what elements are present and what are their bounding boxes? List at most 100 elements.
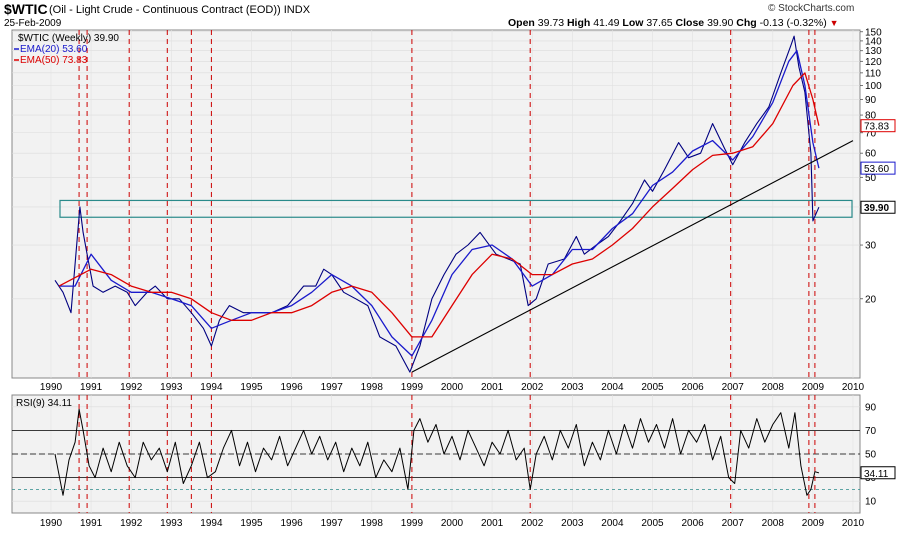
event-markers bbox=[78, 30, 816, 513]
symbol-description: (Oil - Light Crude - Continuous Contract… bbox=[49, 4, 310, 16]
price-tick-label: 20 bbox=[865, 294, 877, 305]
x-tick-label-bottom: 1998 bbox=[361, 518, 384, 529]
x-tick-label-bottom: 1999 bbox=[401, 518, 424, 529]
x-tick-label-bottom: 2007 bbox=[722, 518, 745, 529]
legend-ema20: EMA(20) 53.60 bbox=[20, 44, 88, 55]
symbol-title: $WTIC bbox=[4, 1, 48, 17]
rsi-badge-text: 34.11 bbox=[864, 469, 889, 480]
x-tick-label-top: 2009 bbox=[802, 382, 825, 393]
ema20-badge: 53.60 bbox=[860, 161, 896, 175]
price-tick-label: 150 bbox=[865, 27, 882, 38]
rsi-tick-label: 70 bbox=[865, 426, 877, 437]
x-tick-label-top: 1993 bbox=[160, 382, 183, 393]
x-tick-label-bottom: 1995 bbox=[240, 518, 263, 529]
x-tick-label-bottom: 2000 bbox=[441, 518, 464, 529]
x-tick-label-top: 2008 bbox=[762, 382, 785, 393]
price-tick-label: 90 bbox=[865, 95, 877, 106]
x-tick-label-bottom: 1990 bbox=[40, 518, 63, 529]
rsi-lines bbox=[54, 408, 820, 496]
ema20-badge-text: 53.60 bbox=[864, 164, 889, 175]
price-tick-label: 140 bbox=[865, 36, 882, 47]
low-value: 37.65 bbox=[646, 17, 673, 29]
x-axis-bottom: 1990 1991 1992 1993 1994 1995 1996 1997 1998 1999… bbox=[40, 518, 865, 529]
x-tick-label-bottom: 1994 bbox=[200, 518, 223, 529]
trendline bbox=[411, 140, 854, 373]
ohlc-summary: Open 39.73 High 41.49 Low 37.65 Close 39… bbox=[508, 17, 839, 29]
price-tick-label: 120 bbox=[865, 57, 882, 68]
high-label: High bbox=[566, 17, 591, 29]
x-tick-label-top: 2004 bbox=[601, 382, 624, 393]
legend-ema50: EMA(50) 73.83 bbox=[20, 55, 88, 66]
x-tick-label-bottom: 1992 bbox=[120, 518, 143, 529]
high-value: 41.49 bbox=[593, 17, 620, 29]
x-tick-label-bottom: 2009 bbox=[802, 518, 825, 529]
x-tick-label-top: 1990 bbox=[40, 382, 63, 393]
x-tick-label-bottom: 2010 bbox=[842, 518, 865, 529]
x-axis-top: 1990 1991 1992 1993 1994 1995 1996 1997 1998 1999… bbox=[40, 382, 865, 393]
x-tick-label-top: 1992 bbox=[120, 382, 143, 393]
x-tick-label-top: 2010 bbox=[842, 382, 865, 393]
x-tick-label-bottom: 2005 bbox=[641, 518, 664, 529]
price-legend: $WTIC (Weekly) 39.90 EMA(20) 53.60 EMA(5… bbox=[14, 33, 119, 66]
legend-price: $WTIC (Weekly) 39.90 bbox=[18, 33, 119, 44]
x-tick-label-bottom: 1993 bbox=[160, 518, 183, 529]
rsi-line bbox=[54, 408, 820, 496]
price-tick-label: 100 bbox=[865, 81, 882, 92]
price-tick-label: 80 bbox=[865, 111, 877, 122]
x-tick-label-bottom: 2002 bbox=[521, 518, 544, 529]
x-tick-label-top: 2000 bbox=[441, 382, 464, 393]
x-tick-label-bottom: 1997 bbox=[321, 518, 344, 529]
x-tick-label-top: 1998 bbox=[361, 382, 384, 393]
brand-watermark: © StockCharts.com bbox=[768, 3, 855, 14]
price-tick-label: 30 bbox=[865, 241, 877, 252]
rsi-tick-label: 50 bbox=[865, 450, 877, 461]
x-tick-label-bottom: 2004 bbox=[601, 518, 624, 529]
ema50-badge: 73.83 bbox=[860, 119, 896, 133]
price-tick-label: 70 bbox=[865, 128, 877, 139]
x-tick-label-top: 2002 bbox=[521, 382, 544, 393]
close-value: 39.90 bbox=[707, 17, 734, 29]
close-badge: 39.90 bbox=[860, 200, 896, 214]
x-tick-label-top: 1996 bbox=[280, 382, 303, 393]
x-tick-label-bottom: 2001 bbox=[481, 518, 504, 529]
support-resistance-zone bbox=[59, 199, 853, 218]
x-tick-label-bottom: 2008 bbox=[762, 518, 785, 529]
close-badge-text: 39.90 bbox=[864, 203, 889, 214]
value-badges: 73.83 53.60 39.90 34.11 bbox=[860, 119, 896, 480]
ema50-badge-text: 73.83 bbox=[864, 122, 889, 133]
legend-rsi: RSI(9) 34.11 bbox=[16, 398, 72, 409]
price-zone bbox=[59, 199, 853, 218]
low-label: Low bbox=[622, 17, 644, 29]
x-tick-label-top: 2003 bbox=[561, 382, 584, 393]
price-tick-label: 60 bbox=[865, 149, 877, 160]
price-panel bbox=[11, 29, 861, 379]
price-tick-label: 110 bbox=[865, 68, 881, 79]
x-tick-label-top: 2001 bbox=[481, 382, 504, 393]
rsi-badge: 34.11 bbox=[860, 466, 896, 480]
ema50-badge-box bbox=[860, 119, 896, 133]
rsi-tick-label: 10 bbox=[865, 497, 877, 508]
close-label: Close bbox=[675, 17, 705, 29]
rsi-tick-label: 90 bbox=[865, 402, 877, 413]
x-tick-label-top: 2007 bbox=[722, 382, 745, 393]
ema20-badge-box bbox=[860, 161, 896, 175]
price-grid bbox=[12, 30, 860, 378]
down-arrow-icon: ▼ bbox=[829, 18, 839, 28]
ema50-line bbox=[58, 72, 820, 338]
x-tick-label-top: 1994 bbox=[200, 382, 223, 393]
x-tick-label-bottom: 2003 bbox=[561, 518, 584, 529]
x-tick-label-bottom: 1996 bbox=[280, 518, 303, 529]
price-lines bbox=[54, 35, 854, 373]
chg-value: -0.13 (-0.32%) bbox=[759, 17, 827, 29]
rsi-badge-box bbox=[860, 466, 896, 480]
description-text: (Oil - Light Crude - Continuous Contract… bbox=[49, 4, 281, 16]
x-tick-label-bottom: 2006 bbox=[681, 518, 704, 529]
x-tick-label-top: 1999 bbox=[401, 382, 424, 393]
price-line bbox=[54, 35, 820, 373]
x-tick-label-top: 2005 bbox=[641, 382, 664, 393]
chg-label: Chg bbox=[736, 17, 757, 29]
x-tick-label-top: 1995 bbox=[240, 382, 263, 393]
price-tick-label: 130 bbox=[865, 46, 882, 57]
rsi-axis: 1030507090 bbox=[865, 402, 877, 507]
